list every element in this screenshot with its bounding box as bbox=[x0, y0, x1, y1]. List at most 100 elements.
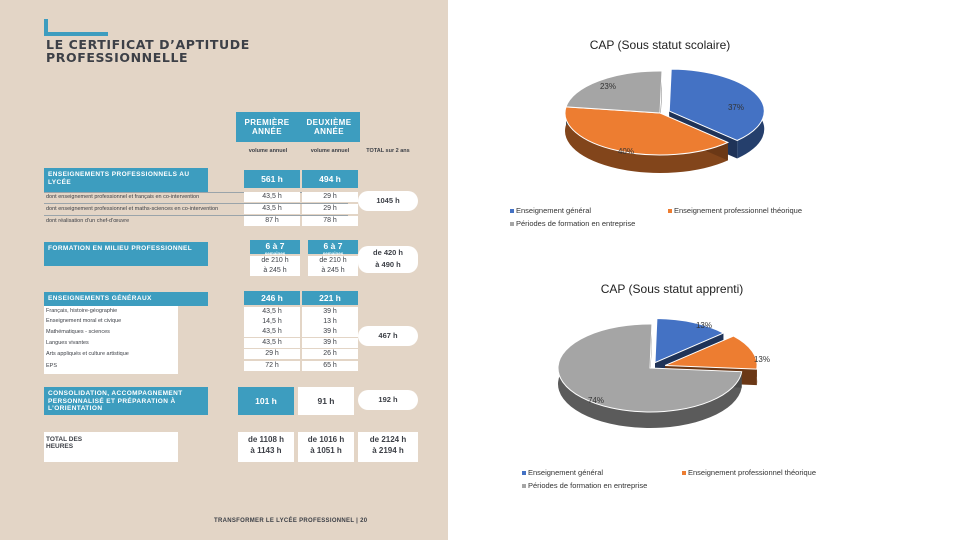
total-year1-max: à 1143 h bbox=[250, 446, 282, 455]
pie-chart-apprenti: 13% 13% 74% bbox=[557, 318, 770, 428]
total-year2-min: de 1016 h bbox=[307, 435, 345, 444]
gen-row-y1: 72 h bbox=[244, 361, 300, 371]
pro-row-y2: 78 h bbox=[302, 216, 358, 226]
divider bbox=[44, 192, 348, 193]
title-accent-bar bbox=[44, 19, 48, 35]
pro-year2-total: 494 h bbox=[302, 170, 358, 188]
legend-label: Enseignement professionnel théorique bbox=[688, 468, 817, 477]
legend-item-general: Enseignement général bbox=[522, 468, 603, 477]
pfmp-year2-weeks-value: 6 à 7 bbox=[323, 241, 343, 251]
pie-slice-1 bbox=[668, 68, 765, 142]
consol-year1: 101 h bbox=[238, 387, 294, 415]
total-year1-box bbox=[238, 432, 294, 462]
consol-year2: 91 h bbox=[298, 387, 354, 415]
gen-row-y1: 43,5 h bbox=[244, 338, 300, 348]
pfmp-year2-min: de 210 h bbox=[308, 256, 358, 266]
pro-row-y1: 43,5 h bbox=[244, 192, 300, 202]
document-title: LE CERTIFICAT D’APTITUDE PROFESSIONNELLE bbox=[46, 38, 336, 64]
divider bbox=[44, 215, 348, 216]
pie-slice-1 bbox=[654, 318, 725, 364]
pro-row-y2: 29 h bbox=[302, 204, 358, 214]
annual-volume-1-header: volume annuel bbox=[248, 148, 288, 154]
pfmp-total-max: à 490 h bbox=[375, 260, 401, 269]
legend-item-entreprise: Périodes de formation en entreprise bbox=[510, 219, 635, 228]
pie-slice-3 bbox=[565, 70, 663, 114]
gen-row-y1: 43,5 h bbox=[244, 307, 300, 317]
pie-slice-2 bbox=[564, 106, 730, 156]
pie-slice-3 bbox=[557, 323, 743, 413]
section-consolidation: CONSOLIDATION, ACCOMPAGNEMENT PERSONNALI… bbox=[44, 387, 208, 415]
gen-row-label: Arts appliqués et culture artistique bbox=[46, 351, 129, 357]
pfmp-year2-max: à 245 h bbox=[308, 266, 358, 276]
pie-data-label: 13% bbox=[696, 321, 712, 330]
gen-year1-total: 246 h bbox=[244, 291, 300, 305]
pie-slice-2 bbox=[664, 335, 758, 370]
total-year1-min: de 1108 h bbox=[247, 435, 285, 444]
gen-row-label: Langues vivantes bbox=[46, 340, 89, 346]
pro-row-y1: 43,5 h bbox=[244, 204, 300, 214]
pie-chart-scolaire: 37% 40% 23% bbox=[564, 68, 765, 173]
pfmp-year1-weeks-value: 6 à 7 bbox=[265, 241, 285, 251]
total-hours-label: TOTAL DES HEURES bbox=[46, 436, 83, 450]
gen-row-label: EPS bbox=[46, 363, 58, 369]
pfmp-year1-weeks: 6 à 7 semaines bbox=[250, 240, 300, 256]
section-professional: ENSEIGNEMENTS PROFESSIONNELS AU LYCÉE bbox=[44, 168, 208, 192]
legend-swatch-gray bbox=[510, 222, 514, 227]
legend-swatch-blue bbox=[510, 209, 514, 214]
pro-year1-total: 561 h bbox=[244, 170, 300, 188]
title-accent-line bbox=[44, 32, 108, 36]
gen-row-label: Enseignement moral et civique bbox=[46, 318, 122, 324]
pro-row-y2: 29 h bbox=[302, 192, 358, 202]
legend-label: Périodes de formation en entreprise bbox=[528, 481, 648, 490]
pfmp-two-year-total: de 420 h à 490 h bbox=[358, 246, 418, 273]
pfmp-year1-max: à 245 h bbox=[250, 266, 300, 276]
legend-swatch-orange bbox=[668, 209, 672, 214]
gen-row-y2: 26 h bbox=[302, 349, 358, 359]
legend-label: Périodes de formation en entreprise bbox=[516, 219, 636, 228]
general-label-box bbox=[44, 306, 178, 374]
total-two-years-header: TOTAL sur 2 ans bbox=[366, 148, 410, 154]
pro-row-label: dont enseignement professionnel et maths… bbox=[46, 206, 219, 212]
total-sum-min: de 2124 h bbox=[369, 435, 407, 444]
pie-slice-side bbox=[565, 106, 728, 173]
total-year2-max: à 1051 h bbox=[310, 446, 342, 455]
document-page: LE CERTIFICAT D’APTITUDE PROFESSIONNELLE… bbox=[0, 0, 448, 540]
gen-row-y2: 39 h bbox=[302, 327, 358, 337]
document-title-line2: PROFESSIONNELLE bbox=[46, 50, 189, 65]
pie-data-label: 13% bbox=[754, 355, 770, 364]
divider bbox=[44, 203, 348, 204]
legend-item-professionnel: Enseignement professionnel théorique bbox=[668, 206, 802, 215]
second-year-header: DEUXIÈME ANNÉE bbox=[298, 112, 360, 142]
legend-swatch-blue bbox=[522, 471, 526, 476]
legend-swatch-gray bbox=[522, 484, 526, 489]
pie-data-label: 40% bbox=[618, 147, 634, 156]
gen-row-y2: 39 h bbox=[302, 338, 358, 348]
legend-item-general: Enseignement général bbox=[510, 206, 591, 215]
pro-row-label: dont réalisation d’un chef-d’œuvre bbox=[46, 218, 130, 224]
legend-swatch-orange bbox=[682, 471, 686, 476]
chart-title-scolaire: CAP (Sous statut scolaire) bbox=[589, 38, 731, 52]
legend-item-entreprise: Périodes de formation en entreprise bbox=[522, 481, 647, 490]
total-year2-box bbox=[298, 432, 354, 462]
gen-row-y2: 65 h bbox=[302, 361, 358, 371]
annual-volume-2-header: volume annuel bbox=[310, 148, 350, 154]
document-title-line1: LE CERTIFICAT D’APTITUDE bbox=[46, 37, 250, 52]
consol-two-year-total: 192 h bbox=[358, 390, 418, 410]
pro-row-label: dont enseignement professionnel et franç… bbox=[46, 194, 200, 200]
gen-row-y1: 29 h bbox=[244, 349, 300, 359]
legend-label: Enseignement général bbox=[528, 468, 604, 477]
pfmp-year1-weeks-unit: semaines bbox=[264, 251, 286, 256]
total-sum-max: à 2194 h bbox=[372, 446, 404, 455]
pfmp-total-min: de 420 h bbox=[372, 248, 403, 257]
pfmp-year2-weeks: 6 à 7 semaines bbox=[308, 240, 358, 256]
total-label-box bbox=[44, 432, 178, 462]
legend-label: Enseignement général bbox=[516, 206, 592, 215]
gen-row-label: Français, histoire-géographie bbox=[46, 308, 118, 314]
legend-item-professionnel: Enseignement professionnel théorique bbox=[682, 468, 816, 477]
gen-year2-total: 221 h bbox=[302, 291, 358, 305]
gen-two-year-total: 467 h bbox=[358, 326, 418, 346]
section-pfmp: FORMATION EN MILIEU PROFESSIONNEL bbox=[44, 242, 208, 266]
document-footer: TRANSFORMER LE LYCÉE PROFESSIONNEL | 20 bbox=[214, 518, 368, 524]
first-year-header: PREMIÈRE ANNÉE bbox=[236, 112, 298, 142]
pro-two-year-total: 1045 h bbox=[358, 191, 418, 211]
